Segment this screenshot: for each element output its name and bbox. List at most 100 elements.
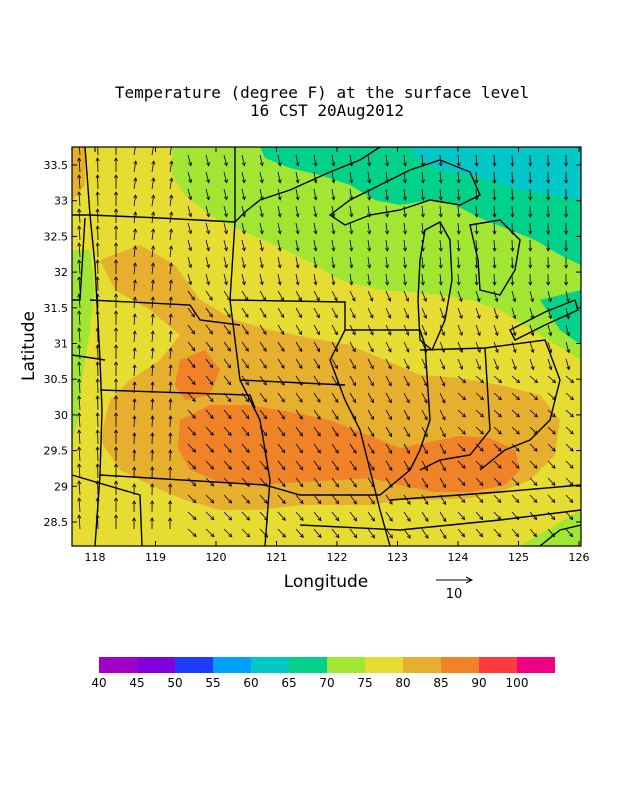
wind-vector-head: [405, 297, 409, 302]
wind-vector-head: [77, 208, 82, 213]
colorbar-label: 55: [205, 676, 220, 690]
wind-vector: [403, 477, 411, 488]
wind-vector: [78, 175, 81, 190]
wind-vector: [205, 273, 210, 285]
wind-vector-head: [533, 447, 538, 452]
wind-vector: [259, 273, 263, 285]
wind-vector: [421, 205, 424, 217]
wind-vector: [439, 188, 442, 200]
wind-vector: [547, 494, 556, 503]
wind-vector: [223, 154, 228, 166]
wind-vector-head: [515, 379, 521, 384]
wind-vector-head: [474, 213, 479, 218]
wind-vector-head: [497, 379, 503, 384]
wind-vector-head: [262, 313, 267, 319]
wind-vector: [78, 396, 81, 411]
wind-vector-head: [406, 500, 411, 505]
wind-vector-head: [206, 264, 211, 269]
wind-vector: [133, 178, 137, 190]
wind-vector: [331, 154, 335, 166]
wind-vector-head: [188, 264, 193, 269]
wind-vector-head: [528, 247, 533, 252]
wind-vector: [241, 358, 249, 369]
colorbar-label: 90: [471, 676, 486, 690]
y-tick-label: 33.5: [44, 159, 69, 172]
wind-vector-head: [228, 533, 233, 538]
wind-vector-head: [528, 230, 533, 235]
wind-vector: [385, 154, 388, 166]
wind-vector-head: [299, 449, 304, 454]
wind-vector-head: [492, 196, 497, 201]
wind-vector: [439, 511, 447, 522]
wind-vector: [349, 375, 356, 386]
wind-vector-head: [299, 483, 304, 488]
wind-vector-head: [295, 213, 300, 218]
wind-vector: [223, 239, 228, 251]
wind-vector-head: [331, 196, 336, 201]
wind-vector: [223, 443, 232, 453]
wind-vector-head: [191, 296, 195, 301]
wind-vector: [529, 426, 538, 435]
wind-vector: [79, 147, 81, 156]
wind-vector: [223, 324, 231, 335]
wind-vector-head: [228, 482, 233, 487]
wind-vector-head: [497, 396, 503, 401]
wind-vector: [187, 171, 192, 183]
wind-vector: [259, 307, 267, 318]
wind-vector: [403, 375, 410, 386]
wind-vector: [349, 256, 353, 268]
wind-vector: [241, 154, 245, 166]
wind-vector-head: [564, 162, 569, 167]
wind-vector: [169, 348, 172, 360]
wind-vector-head: [352, 449, 357, 454]
wind-vector-head: [533, 464, 538, 469]
wind-vector-head: [151, 245, 156, 250]
wind-vector-head: [479, 379, 485, 384]
wind-vector: [205, 324, 213, 335]
wind-vector: [457, 528, 465, 537]
wind-vector-head: [95, 429, 100, 434]
wind-vector-head: [132, 381, 137, 386]
wind-vector-head: [168, 296, 173, 301]
wind-vector-head: [565, 315, 570, 320]
wind-vector-head: [533, 430, 538, 435]
x-tick-label: 121: [266, 551, 287, 564]
wind-vector-head: [456, 196, 461, 201]
wind-vector-head: [169, 177, 174, 182]
wind-vector-head: [114, 293, 119, 298]
wind-vector-head: [114, 344, 119, 349]
wind-vector: [439, 392, 446, 404]
wind-vector-head: [280, 364, 285, 369]
wind-vector-head: [334, 398, 339, 404]
wind-vector: [421, 375, 428, 387]
wind-vector: [349, 290, 356, 302]
wind-vector: [187, 222, 192, 234]
wind-vector: [493, 256, 496, 269]
wind-vector-head: [370, 466, 375, 471]
wind-vector-head: [351, 331, 356, 336]
wind-vector-head: [479, 481, 484, 486]
wind-vector: [385, 528, 393, 539]
wind-vector-head: [492, 179, 497, 184]
wind-vector-head: [209, 364, 214, 369]
wind-vector-head: [259, 179, 264, 184]
wind-vector: [133, 147, 136, 156]
wind-vector-head: [456, 264, 461, 269]
wind-vector: [133, 246, 136, 258]
wind-vector-head: [151, 177, 156, 182]
wind-vector-head: [367, 179, 372, 184]
wind-vector-head: [228, 499, 233, 504]
wind-vector-head: [569, 430, 574, 435]
wind-vector: [169, 263, 172, 275]
wind-vector: [187, 375, 196, 385]
wind-vector: [313, 273, 317, 285]
wind-vector: [313, 409, 321, 420]
wind-vector-head: [442, 450, 446, 455]
wind-vector-head: [546, 179, 551, 184]
wind-vector-head: [151, 194, 156, 199]
wind-vector: [223, 273, 228, 285]
wind-vector-head: [77, 327, 82, 332]
wind-vector-head: [317, 483, 322, 488]
wind-vector: [439, 273, 442, 285]
